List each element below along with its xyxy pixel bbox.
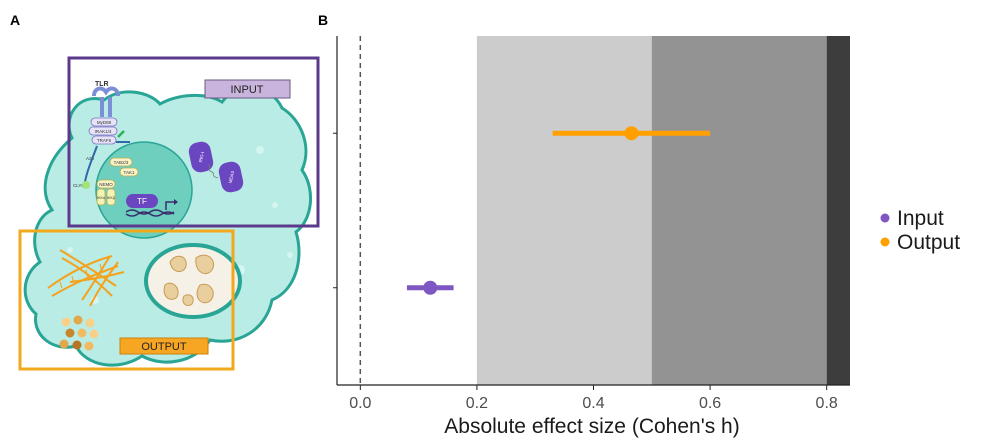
effect-region-2 (826, 36, 850, 385)
legend-label-input: Input (897, 207, 944, 230)
legend-key-input (880, 213, 890, 223)
x-tick-label: 0.2 (466, 395, 488, 412)
input-tag (204, 79, 291, 99)
effect-region-1 (651, 36, 827, 385)
cell-signaling-illustration: MyD88 IRAK1/4 TRAF6 A20 TAB2/3 TAK1 CLYD… (18, 56, 320, 371)
input-frame (67, 56, 320, 228)
protein-label: CLYD (73, 183, 85, 188)
input-tag-label: INPUT (231, 84, 264, 96)
effect-region-0 (476, 36, 652, 385)
nucleic-acid-strands (47, 249, 125, 307)
chart-axes: 0.0 0.2 0.4 0.6 0.8 (333, 36, 850, 412)
chart-points (406, 126, 711, 295)
output-tag (119, 337, 209, 355)
protein-label: RIG-I (198, 151, 205, 163)
x-tick-label: 0.6 (699, 395, 721, 412)
protein-label: TAK1 (124, 170, 135, 175)
x-tick-label: 0.4 (582, 395, 604, 412)
output-tag-label: OUTPUT (141, 341, 187, 353)
x-tick-label: 0.8 (816, 395, 838, 412)
legend-label-output: Output (897, 231, 960, 254)
x-axis-label: Absolute effect size (Cohen's h) (444, 415, 739, 438)
protein-label: MDA5 (228, 170, 236, 184)
protein-label: TAB2/3 (114, 160, 129, 165)
point-output (624, 126, 639, 141)
protein-label: NEMO (99, 182, 113, 187)
x-tick-label: 0.0 (349, 395, 371, 412)
tf-protein (126, 194, 158, 208)
legend-key-output (880, 237, 890, 247)
effect-size-regions (476, 36, 850, 385)
protein-label: IRAK1/4 (95, 129, 112, 134)
panel-a-letter: A (10, 12, 21, 28)
tlr-label: TLR (95, 81, 109, 88)
panel-b-letter: B (318, 12, 329, 28)
point-input (423, 280, 438, 295)
tlr-receptor-icon (92, 86, 120, 117)
phagosome (144, 243, 242, 319)
protein-label: MyD88 (97, 120, 112, 125)
microbe-cluster (59, 315, 99, 351)
output-frame (18, 229, 235, 371)
protein-label: IKKα (97, 196, 105, 200)
protein-label: A20 (86, 156, 95, 161)
protein-label: IKKβ (107, 196, 115, 200)
tf-label: TF (137, 197, 147, 206)
protein-label: TRAF6 (97, 138, 112, 143)
